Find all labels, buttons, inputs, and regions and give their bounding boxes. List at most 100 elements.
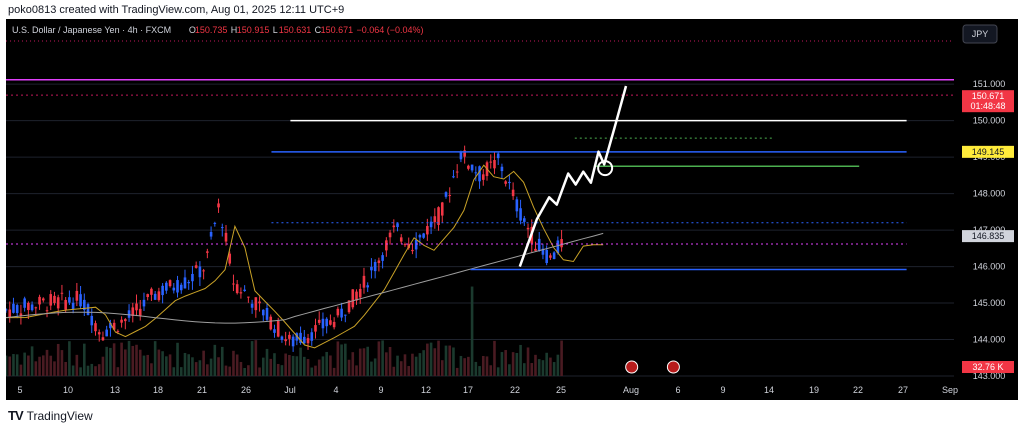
- volume-bar: [142, 355, 146, 376]
- chart-panel[interactable]: U.S. Dollar / Japanese Yen · 4h · FXCM O 1…: [6, 19, 1018, 400]
- x-tick-label: 27: [898, 385, 908, 395]
- candle-body: [336, 308, 340, 316]
- volume-bar: [94, 366, 97, 376]
- volume-bar: [64, 361, 67, 376]
- currency-button[interactable]: JPY: [962, 24, 998, 44]
- x-tick-label: 14: [764, 385, 774, 395]
- candle-body: [314, 325, 317, 332]
- candle-body: [463, 150, 466, 157]
- candle-body: [381, 255, 384, 261]
- volume-bar: [206, 364, 209, 376]
- volume-bar: [448, 345, 452, 376]
- candle-body: [552, 252, 556, 260]
- ohlc-value: 150.915: [237, 25, 270, 35]
- candle-body: [213, 222, 217, 224]
- candle-body: [403, 244, 407, 246]
- candle-body: [306, 338, 310, 344]
- candle-body: [422, 233, 425, 238]
- candle-body: [366, 285, 369, 288]
- volume-bar: [440, 360, 444, 376]
- volume-bar: [332, 367, 336, 376]
- volume-bar: [377, 341, 381, 376]
- candle-body: [60, 292, 64, 294]
- price-label-text: 149.145: [972, 147, 1005, 157]
- volume-bar: [399, 361, 403, 376]
- candle-body: [325, 318, 328, 327]
- candle-body: [258, 301, 261, 304]
- candle-body: [448, 194, 452, 196]
- x-tick-label: 17: [463, 385, 473, 395]
- volume-bar: [53, 361, 56, 376]
- volume-bar: [280, 365, 284, 376]
- candle-body: [75, 290, 79, 301]
- x-tick-label: 13: [110, 385, 120, 395]
- volume-bar: [433, 348, 437, 376]
- countdown-label: 01:48:48: [970, 101, 1005, 111]
- economic-event-icon: [625, 360, 639, 374]
- volume-bar: [407, 366, 411, 376]
- candle-body: [243, 289, 246, 291]
- candle-body: [493, 160, 496, 169]
- volume-bar: [135, 344, 138, 376]
- volume-bar: [340, 344, 343, 376]
- candle-body: [284, 339, 287, 342]
- volume-bar: [452, 347, 455, 376]
- x-tick-label: 19: [809, 385, 819, 395]
- volume-bar: [515, 352, 519, 376]
- volume-bar: [75, 354, 79, 376]
- candle-body: [194, 265, 198, 268]
- y-tick-label: 144.000: [973, 335, 1006, 345]
- volume-bar: [560, 340, 563, 376]
- candle-body: [217, 203, 220, 208]
- ohlc-key: C: [315, 25, 322, 35]
- ohlc-value: 150.631: [279, 25, 312, 35]
- brand-label: TradingView: [26, 408, 93, 423]
- currency-button-box: [962, 24, 998, 44]
- volume-bar: [403, 354, 407, 376]
- candle-body: [183, 277, 187, 289]
- economic-event-icon: [666, 360, 680, 374]
- x-tick-label: 25: [556, 385, 566, 395]
- volume-bar: [265, 348, 269, 376]
- candle-body: [83, 299, 86, 310]
- price-label-text: 146.835: [972, 231, 1005, 241]
- volume-bar: [418, 353, 422, 376]
- volume-bar: [545, 352, 548, 376]
- candle-body: [280, 336, 284, 340]
- candle-body: [440, 202, 444, 216]
- price-chart[interactable]: U.S. Dollar / Japanese Yen · 4h · FXCM O1…: [6, 19, 1018, 400]
- volume-bar: [303, 356, 306, 376]
- x-tick-label: Jul: [284, 385, 296, 395]
- y-tick-label: 148.000: [973, 189, 1006, 199]
- x-tick-label: 22: [853, 385, 863, 395]
- candle-body: [235, 284, 239, 294]
- candle-body: [534, 248, 537, 251]
- candle-body: [19, 313, 23, 316]
- volume-bar: [217, 357, 220, 376]
- y-tick-label: 145.000: [973, 298, 1006, 308]
- volume-bar: [534, 354, 537, 376]
- y-tick-label: 150.000: [973, 116, 1006, 126]
- candle-body: [228, 253, 232, 264]
- volume-bar: [243, 367, 246, 376]
- candle-body: [269, 316, 273, 330]
- volume-bar: [530, 363, 534, 376]
- volume-bar: [79, 367, 82, 376]
- candle-body: [429, 221, 433, 228]
- candle-body: [288, 334, 291, 339]
- volume-bar: [187, 354, 191, 376]
- candle-body: [340, 308, 343, 318]
- candle-body: [459, 151, 463, 160]
- volume-bar: [56, 343, 60, 376]
- candle-body: [321, 318, 325, 329]
- volume-bar: [258, 367, 261, 376]
- volume-bar: [45, 349, 49, 376]
- price-label-text: 150.671: [972, 91, 1005, 101]
- candle-body: [310, 332, 314, 341]
- volume-bar: [470, 286, 474, 376]
- volume-bar: [388, 346, 392, 376]
- x-tick-label: 9: [720, 385, 725, 395]
- volume-bar: [362, 348, 366, 376]
- volume-bar: [220, 346, 224, 376]
- volume-bar: [172, 367, 176, 376]
